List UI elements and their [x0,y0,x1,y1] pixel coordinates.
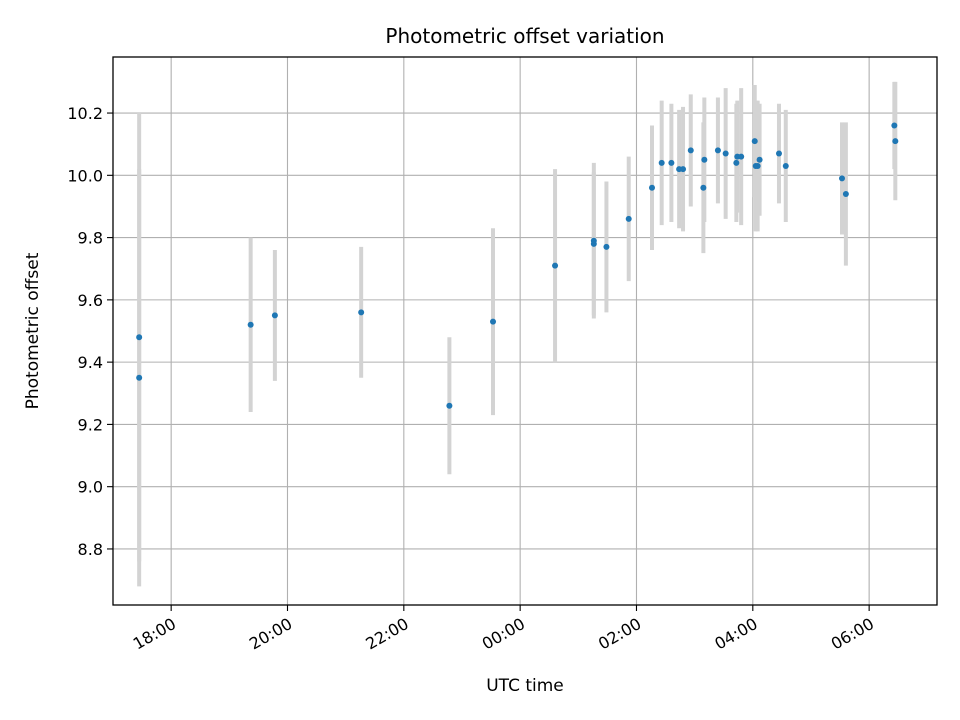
data-point [722,150,729,157]
y-tick-label: 9.8 [78,229,103,248]
y-axis: 8.8 9.0 9.2 9.4 9.6 9.8 10.0 10.2 [67,104,113,559]
data-point [782,162,789,169]
data-point [136,374,143,381]
x-tick-label: 00:00 [479,614,528,654]
x-axis-title: UTC time [486,676,564,696]
data-point [892,138,899,145]
data-point [271,312,278,319]
x-axis: 18:00 20:00 22:00 00:00 02:00 04:00 06:00 [130,605,877,654]
data-point [625,215,632,222]
data-point [714,147,721,154]
x-tick-label: 06:00 [828,614,877,654]
data-point [247,321,254,328]
data-point [648,184,655,191]
data-point [754,162,761,169]
data-point [891,122,898,129]
data-point [701,156,708,163]
y-axis-title: Photometric offset [23,252,43,409]
y-tick-label: 10.0 [67,166,103,185]
data-point [446,402,453,409]
data-point [490,318,497,325]
data-point [552,262,559,269]
x-tick-label: 22:00 [362,614,411,654]
data-point [751,138,758,145]
chart-title: Photometric offset variation [385,24,664,48]
data-point [838,175,845,182]
data-point [658,159,665,166]
data-point [756,156,763,163]
data-point [700,184,707,191]
data-point [775,150,782,157]
x-tick-label: 02:00 [595,614,644,654]
data-point [136,334,143,341]
y-tick-label: 9.6 [78,291,103,310]
data-point [733,159,740,166]
error-bars [137,81,898,587]
data-point [668,159,675,166]
data-point [842,191,849,197]
data-point [358,309,365,316]
x-tick-label: 18:00 [130,614,179,654]
data-points [136,122,899,409]
grid [113,57,937,605]
plot-area-frame [112,56,938,606]
y-tick-label: 10.2 [67,104,103,123]
x-tick-label: 04:00 [711,614,760,654]
data-point [590,240,597,247]
data-point [738,153,745,160]
data-point [603,243,610,250]
y-tick-label: 9.2 [78,415,103,434]
data-point [680,166,687,173]
x-tick-label: 20:00 [246,614,295,654]
y-tick-label: 9.4 [78,353,103,372]
data-point [687,147,694,154]
y-tick-label: 8.8 [78,540,103,559]
y-tick-label: 9.0 [78,478,103,497]
